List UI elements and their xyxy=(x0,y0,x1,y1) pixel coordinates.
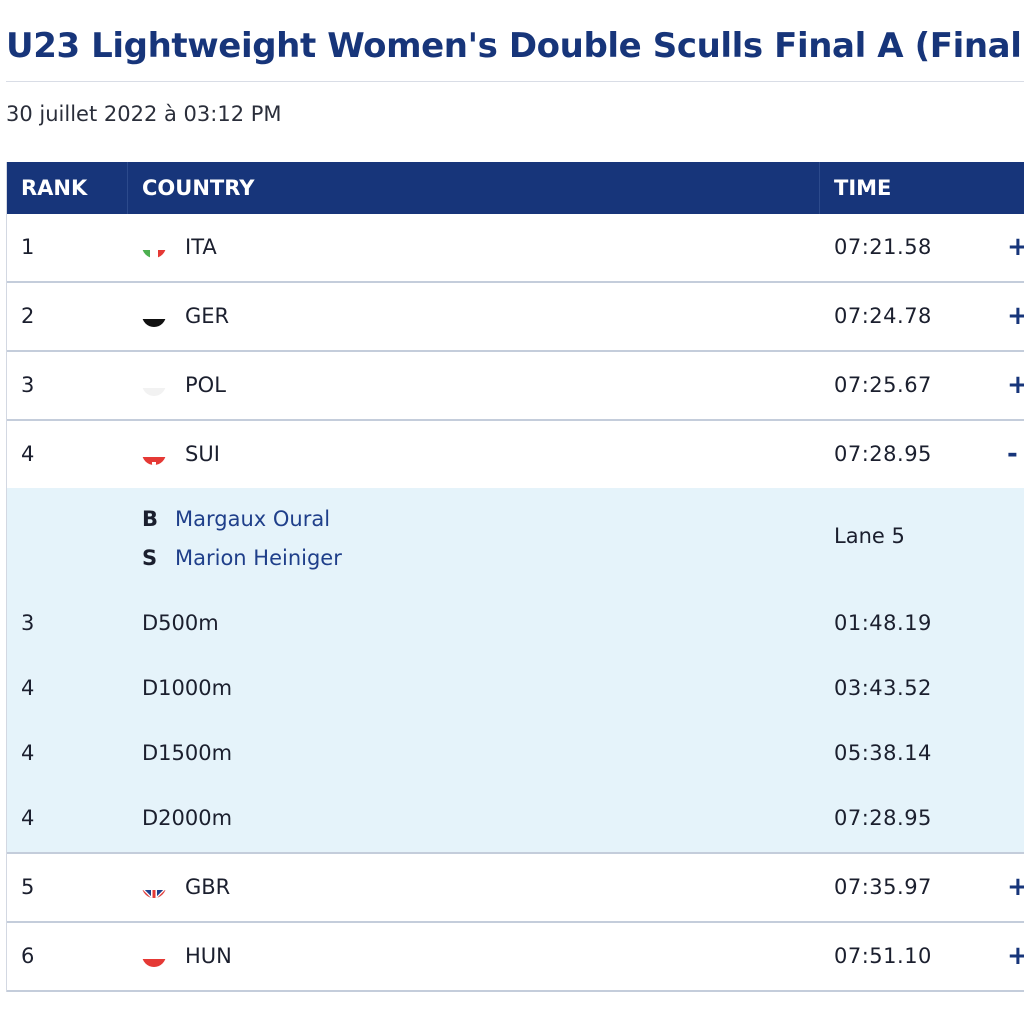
table-row[interactable]: 2 GER 07:24.78 + xyxy=(7,283,1024,352)
header-rank: RANK xyxy=(21,176,88,200)
rank-value: 6 xyxy=(21,944,35,968)
split-rank: 4 xyxy=(21,806,35,830)
header-time: TIME xyxy=(834,176,892,200)
country-code: HUN xyxy=(185,944,232,968)
table-row[interactable]: 6 HUN 07:51.10 + xyxy=(7,923,1024,992)
germany-flag-icon xyxy=(142,303,166,327)
split-row: 4 D1000m 03:43.52 xyxy=(7,673,1024,703)
split-distance: D2000m xyxy=(142,806,233,830)
split-row: 4 D2000m 07:28.95 xyxy=(7,803,1024,833)
finish-time: 07:51.10 xyxy=(834,944,932,968)
finish-time: 07:28.95 xyxy=(834,442,932,466)
split-rank: 3 xyxy=(21,611,35,635)
expand-icon[interactable]: + xyxy=(1007,232,1024,262)
country-code: GBR xyxy=(185,875,231,899)
italy-flag-icon xyxy=(142,234,166,258)
split-time: 05:38.14 xyxy=(834,741,932,765)
header-divider xyxy=(819,162,820,214)
page-title: U23 Lightweight Women's Double Sculls Fi… xyxy=(6,26,1024,66)
results-table: RANK COUNTRY TIME 1 ITA 07:21.58 + 2 xyxy=(6,162,1024,992)
country-code: GER xyxy=(185,304,230,328)
poland-flag-icon xyxy=(142,372,166,396)
title-divider xyxy=(6,81,1024,82)
country-code: POL xyxy=(185,373,226,397)
country-code: ITA xyxy=(185,235,217,259)
great-britain-flag-icon xyxy=(142,874,166,898)
rank-value: 5 xyxy=(21,875,35,899)
country-code: SUI xyxy=(185,442,220,466)
collapse-icon[interactable]: - xyxy=(1007,439,1018,469)
table-header: RANK COUNTRY TIME xyxy=(7,162,1024,214)
expand-icon[interactable]: + xyxy=(1007,872,1024,902)
header-divider xyxy=(127,162,128,214)
hungary-flag-icon xyxy=(142,943,166,967)
table-row[interactable]: 3 POL 07:25.67 + xyxy=(7,352,1024,421)
table-row[interactable]: 4 SUI 07:28.95 - xyxy=(7,421,1024,488)
table-row[interactable]: 5 GBR 07:35.97 + xyxy=(7,854,1024,923)
finish-time: 07:25.67 xyxy=(834,373,932,397)
lane-label: Lane 5 xyxy=(834,524,905,548)
split-time: 07:28.95 xyxy=(834,806,932,830)
crew-position: B xyxy=(142,507,159,531)
split-row: 4 D1500m 05:38.14 xyxy=(7,738,1024,768)
athlete-link[interactable]: Margaux Oural xyxy=(175,507,331,531)
expand-icon[interactable]: + xyxy=(1007,941,1024,971)
athlete-link[interactable]: Marion Heiniger xyxy=(175,546,342,570)
split-time: 03:43.52 xyxy=(834,676,932,700)
expand-icon[interactable]: + xyxy=(1007,370,1024,400)
rank-value: 3 xyxy=(21,373,35,397)
switzerland-flag-icon xyxy=(142,441,166,465)
split-distance: D1500m xyxy=(142,741,233,765)
split-distance: D500m xyxy=(142,611,219,635)
rank-value: 2 xyxy=(21,304,35,328)
crew-member: B Margaux Oural xyxy=(142,504,330,534)
finish-time: 07:24.78 xyxy=(834,304,932,328)
table-row[interactable]: 1 ITA 07:21.58 + xyxy=(7,214,1024,283)
split-row: 3 D500m 01:48.19 xyxy=(7,608,1024,638)
split-time: 01:48.19 xyxy=(834,611,932,635)
split-rank: 4 xyxy=(21,676,35,700)
split-rank: 4 xyxy=(21,741,35,765)
rank-value: 1 xyxy=(21,235,35,259)
race-date: 30 juillet 2022 à 03:12 PM xyxy=(6,102,282,126)
split-distance: D1000m xyxy=(142,676,233,700)
expand-icon[interactable]: + xyxy=(1007,301,1024,331)
rank-value: 4 xyxy=(21,442,35,466)
crew-member: S Marion Heiniger xyxy=(142,543,342,573)
crew-position: S xyxy=(142,546,158,570)
row-detail-panel: B Margaux Oural S Marion Heiniger Lane 5 3… xyxy=(7,488,1024,854)
finish-time: 07:35.97 xyxy=(834,875,932,899)
finish-time: 07:21.58 xyxy=(834,235,932,259)
header-country: COUNTRY xyxy=(142,176,255,200)
